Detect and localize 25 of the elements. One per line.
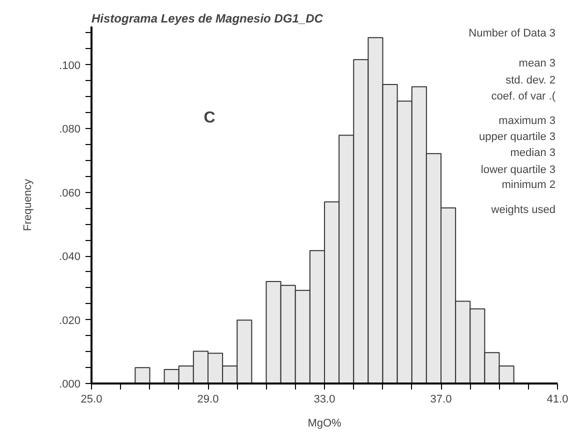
x-tick-label: 41.0 [546, 394, 568, 406]
annotation: maximum 3 [498, 114, 556, 127]
y-tick-label: .080 [59, 124, 81, 136]
y-tick-label: .040 [59, 251, 81, 263]
y-tick-label: .020 [59, 314, 81, 327]
y-tick-label: .100 [59, 60, 81, 72]
y-axis-title: Frequency [22, 178, 34, 231]
annotation: minimum 2 [502, 178, 556, 191]
annotation: median 3 [510, 146, 556, 159]
annotation: weights used [490, 204, 556, 216]
annotation: upper quartile 3 [479, 130, 556, 143]
annotation: mean 3 [518, 58, 556, 70]
chart-title: Histograma Leyes de Magnesio DG1_DC [92, 12, 324, 26]
annotation: Number of Data 3 [468, 28, 556, 40]
y-tick-label: .060 [59, 187, 81, 200]
x-axis-title: MgO% [308, 418, 342, 430]
x-tick-label: 37.0 [430, 394, 452, 406]
x-tick-label: 33.0 [314, 394, 336, 406]
x-tick-label: 29.0 [197, 394, 219, 406]
annotation: C [204, 109, 216, 126]
annotation: lower quartile 3 [480, 164, 556, 176]
x-tick-label: 25.0 [80, 394, 102, 406]
annotation: coef. of var .( [491, 90, 556, 103]
y-tick-label: .000 [59, 378, 81, 390]
annotation: std. dev. 2 [506, 74, 556, 87]
